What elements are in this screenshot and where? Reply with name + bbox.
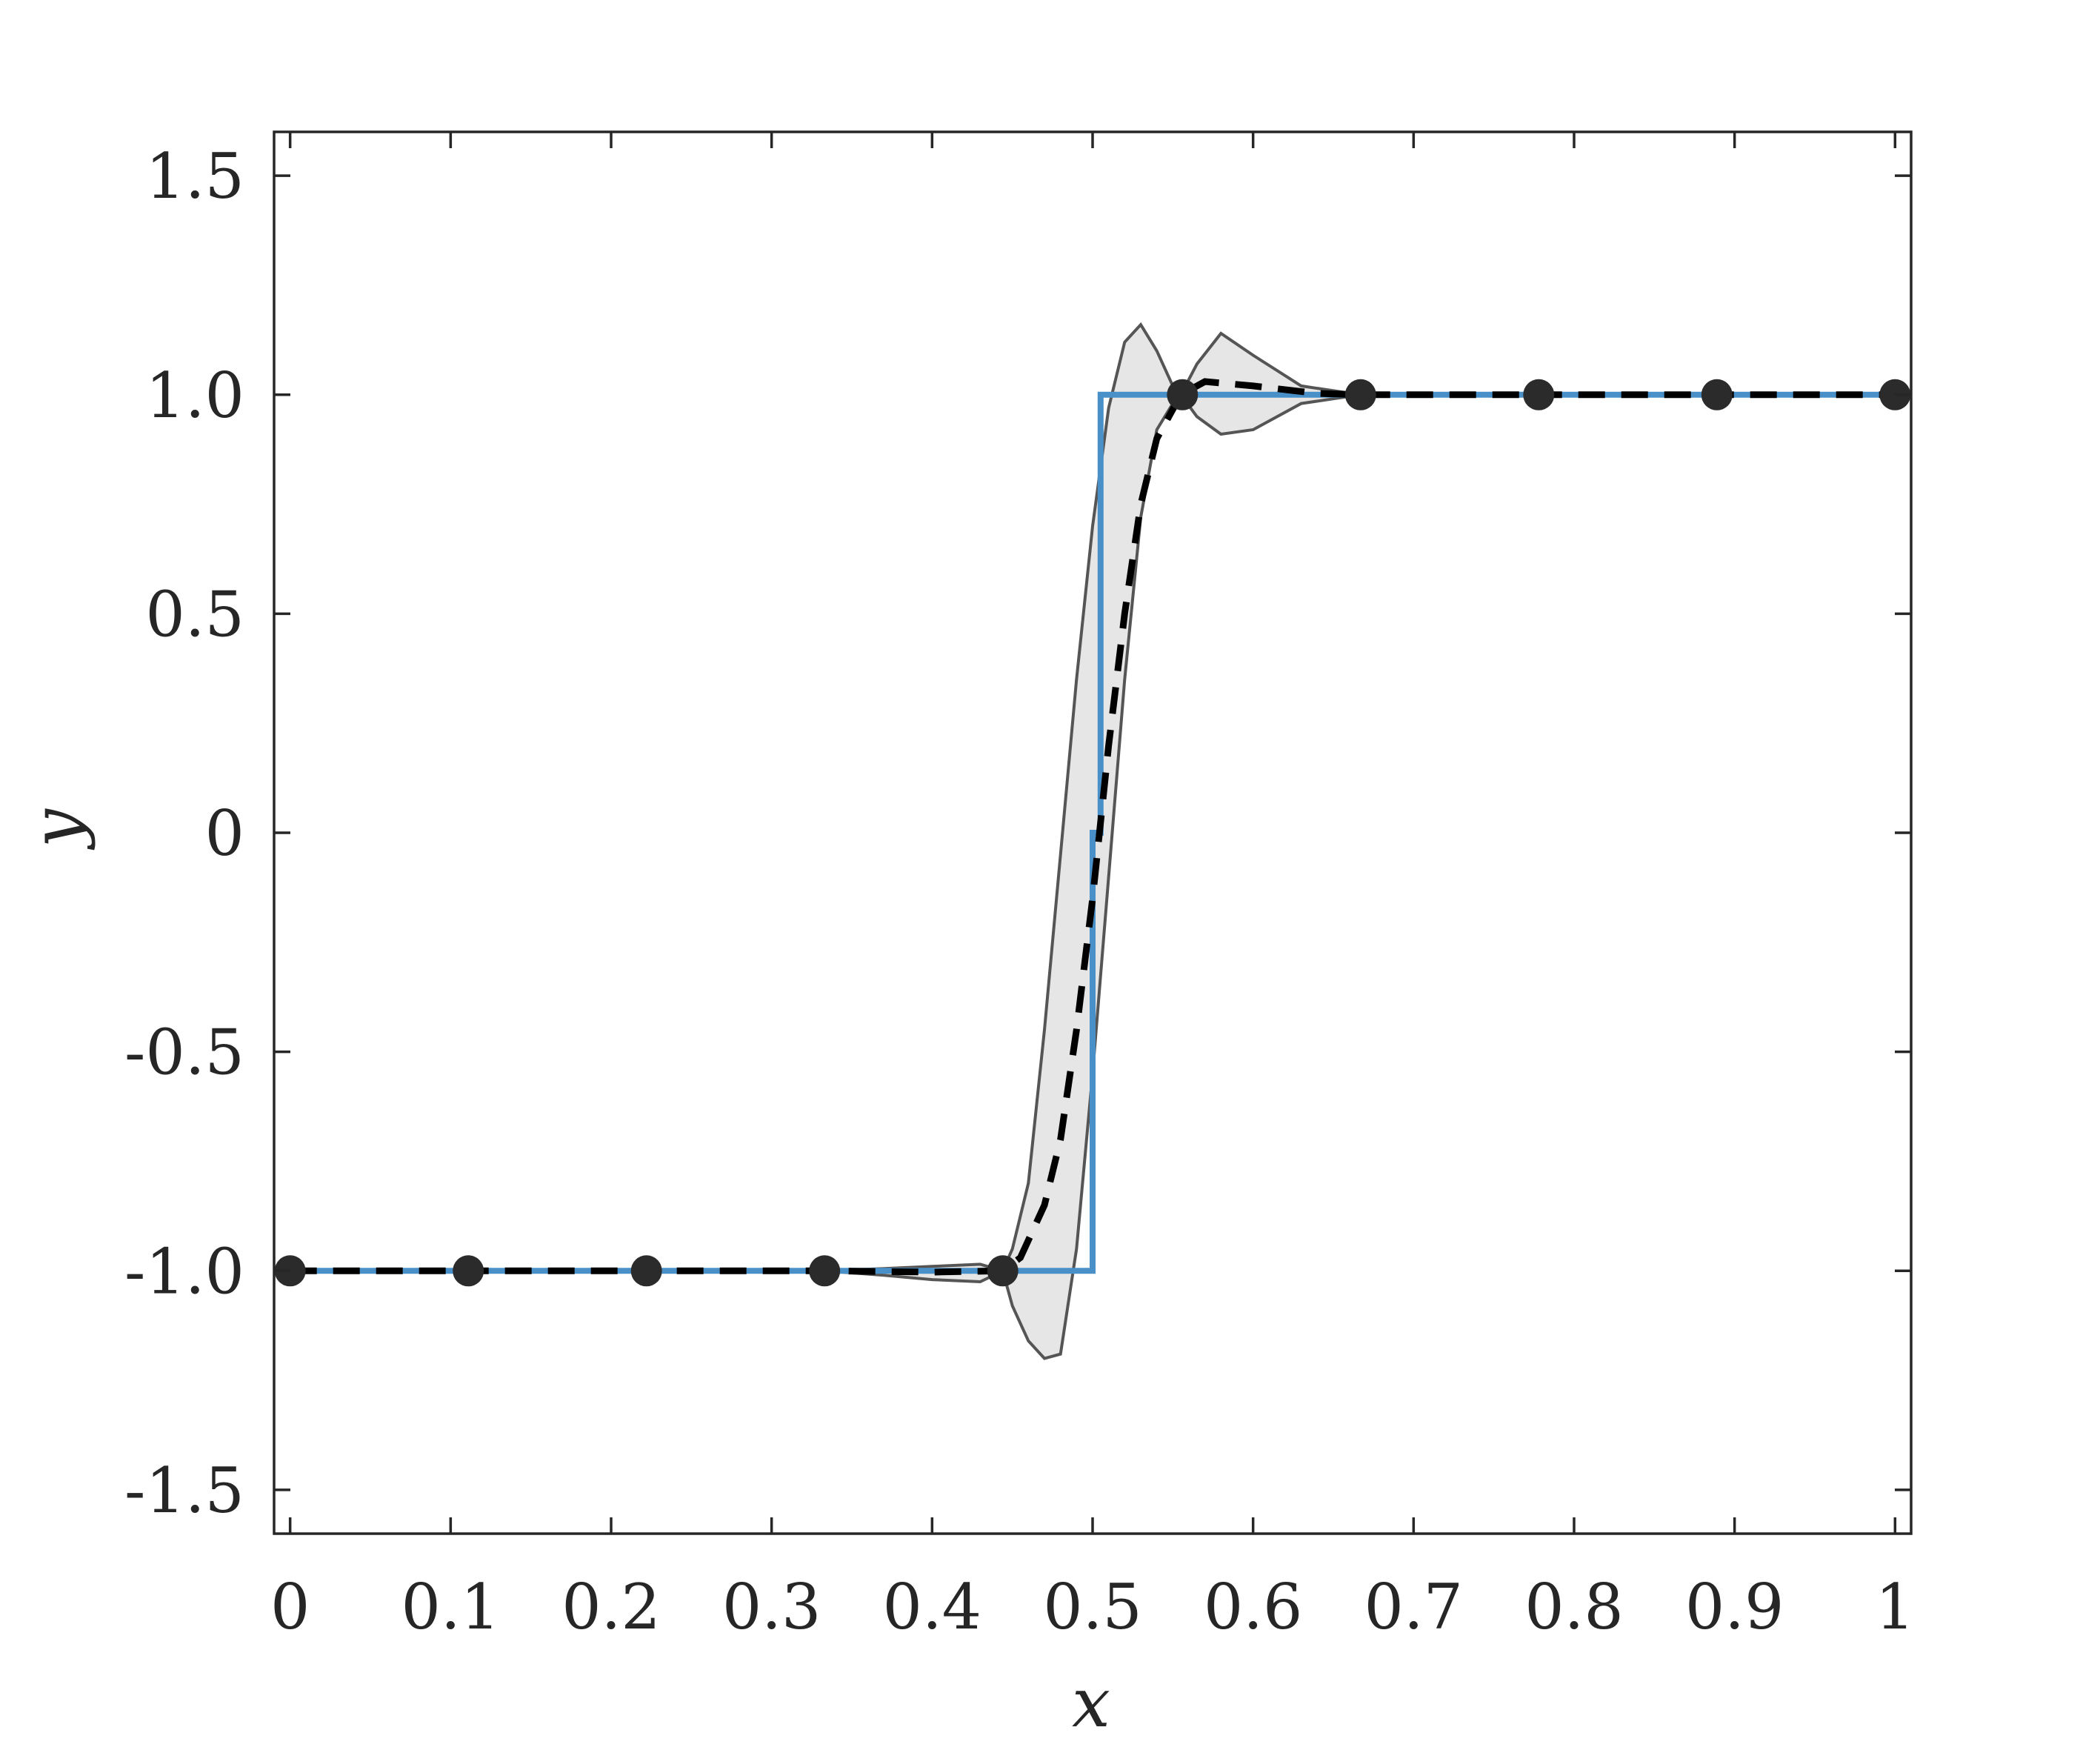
x-tick-label: 0.1: [401, 1571, 501, 1643]
x-tick-label: 0.3: [722, 1571, 821, 1643]
x-tick-label: 0.4: [883, 1571, 982, 1643]
x-tick-label: 0.6: [1204, 1571, 1303, 1643]
x-axis-label: x: [1072, 1663, 1110, 1743]
data-point: [1344, 379, 1376, 410]
x-tick-label: 0.8: [1524, 1571, 1624, 1643]
x-tick-label: 0.5: [1043, 1571, 1142, 1643]
x-tick-label: 1: [1876, 1571, 1915, 1643]
data-point: [1701, 379, 1733, 410]
x-tick-label: 0: [270, 1571, 310, 1643]
band-lower-edge: [290, 392, 1896, 1360]
data-point: [809, 1255, 841, 1287]
y-tick-label: 1.0: [145, 359, 244, 432]
x-tick-label: 0.7: [1364, 1571, 1464, 1643]
x-tick-label: 0.2: [561, 1571, 661, 1643]
band-upper-edge: [290, 322, 1896, 1273]
axes: 0 0.1 0.2 0.3 0.4 0.5 0.6 0.7 0.8 0.9 1 -1.5 -1.0 -0.…: [124, 130, 1915, 1643]
data-point: [987, 1255, 1019, 1287]
x-tick-label: 0.9: [1685, 1571, 1784, 1643]
data-point: [630, 1255, 662, 1287]
y-tick-label: 0.5: [145, 578, 244, 651]
data-point: [1167, 379, 1199, 410]
y-axis-label: y: [17, 808, 96, 851]
y-tick-label: 0: [205, 797, 244, 870]
data-point: [1523, 379, 1555, 410]
plot-area: [274, 322, 1911, 1360]
y-tick-label: -1.0: [124, 1235, 244, 1308]
y-tick-label: 1.5: [145, 140, 244, 213]
y-tick-label: -0.5: [124, 1017, 244, 1089]
data-point: [453, 1255, 484, 1287]
y-tick-label: -1.5: [124, 1454, 244, 1527]
